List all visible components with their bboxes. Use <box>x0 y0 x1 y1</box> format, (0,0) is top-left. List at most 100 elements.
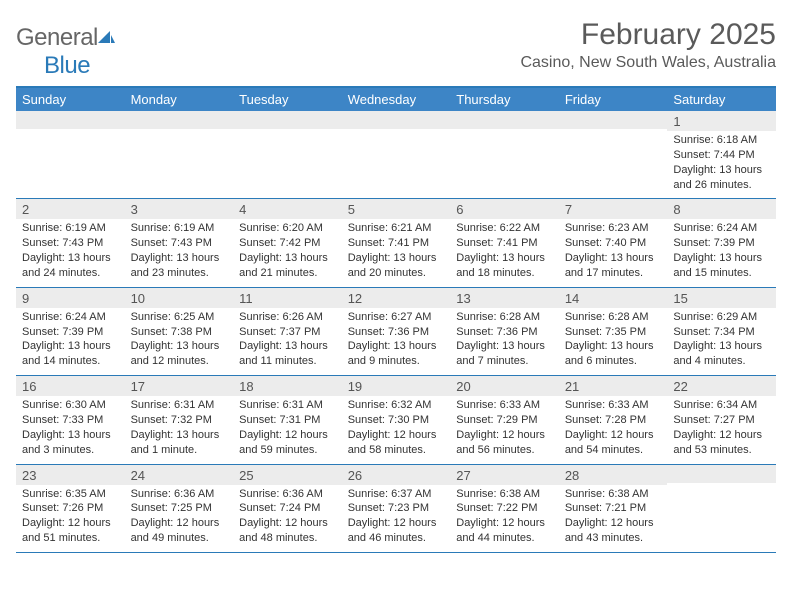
sunset-text: Sunset: 7:33 PM <box>22 413 119 428</box>
calendar-day-cell: 16Sunrise: 6:30 AMSunset: 7:33 PMDayligh… <box>16 376 125 464</box>
sunset-text: Sunset: 7:41 PM <box>348 236 445 251</box>
calendar-day-cell: 19Sunrise: 6:32 AMSunset: 7:30 PMDayligh… <box>342 376 451 464</box>
day-body: Sunrise: 6:27 AMSunset: 7:36 PMDaylight:… <box>342 308 451 375</box>
day-body: Sunrise: 6:29 AMSunset: 7:34 PMDaylight:… <box>667 308 776 375</box>
day-number <box>233 111 342 129</box>
location: Casino, New South Wales, Australia <box>520 54 776 72</box>
day-body <box>667 483 776 543</box>
sunset-text: Sunset: 7:26 PM <box>22 501 119 516</box>
calendar-day-cell: 28Sunrise: 6:38 AMSunset: 7:21 PMDayligh… <box>559 464 668 552</box>
calendar-week-row: 16Sunrise: 6:30 AMSunset: 7:33 PMDayligh… <box>16 376 776 464</box>
day-number: 3 <box>125 199 234 219</box>
day-body <box>559 129 668 189</box>
daylight-text: Daylight: 13 hours and 4 minutes. <box>673 339 770 369</box>
day-number: 26 <box>342 465 451 485</box>
day-number: 28 <box>559 465 668 485</box>
calendar-day-cell: 25Sunrise: 6:36 AMSunset: 7:24 PMDayligh… <box>233 464 342 552</box>
calendar-day-cell: 12Sunrise: 6:27 AMSunset: 7:36 PMDayligh… <box>342 287 451 375</box>
day-number <box>450 111 559 129</box>
day-body: Sunrise: 6:28 AMSunset: 7:35 PMDaylight:… <box>559 308 668 375</box>
logo: General Blue <box>16 24 116 80</box>
day-body: Sunrise: 6:26 AMSunset: 7:37 PMDaylight:… <box>233 308 342 375</box>
day-body: Sunrise: 6:30 AMSunset: 7:33 PMDaylight:… <box>16 396 125 463</box>
calendar-day-cell <box>16 111 125 199</box>
day-body: Sunrise: 6:21 AMSunset: 7:41 PMDaylight:… <box>342 219 451 286</box>
calendar-day-cell <box>342 111 451 199</box>
day-number: 18 <box>233 376 342 396</box>
day-number <box>342 111 451 129</box>
sunset-text: Sunset: 7:28 PM <box>565 413 662 428</box>
sunrise-text: Sunrise: 6:22 AM <box>456 221 553 236</box>
day-number: 23 <box>16 465 125 485</box>
day-number <box>559 111 668 129</box>
day-body: Sunrise: 6:36 AMSunset: 7:25 PMDaylight:… <box>125 485 234 552</box>
day-body: Sunrise: 6:37 AMSunset: 7:23 PMDaylight:… <box>342 485 451 552</box>
month-title: February 2025 <box>520 18 776 52</box>
daylight-text: Daylight: 13 hours and 11 minutes. <box>239 339 336 369</box>
calendar-day-cell: 27Sunrise: 6:38 AMSunset: 7:22 PMDayligh… <box>450 464 559 552</box>
weekday-header: Wednesday <box>342 88 451 111</box>
sunrise-text: Sunrise: 6:19 AM <box>131 221 228 236</box>
sunset-text: Sunset: 7:42 PM <box>239 236 336 251</box>
calendar-day-cell: 21Sunrise: 6:33 AMSunset: 7:28 PMDayligh… <box>559 376 668 464</box>
calendar-day-cell <box>667 464 776 552</box>
day-body <box>450 129 559 189</box>
daylight-text: Daylight: 13 hours and 9 minutes. <box>348 339 445 369</box>
day-body: Sunrise: 6:38 AMSunset: 7:21 PMDaylight:… <box>559 485 668 552</box>
calendar-day-cell: 22Sunrise: 6:34 AMSunset: 7:27 PMDayligh… <box>667 376 776 464</box>
weekday-header: Tuesday <box>233 88 342 111</box>
sunset-text: Sunset: 7:44 PM <box>673 148 770 163</box>
sunrise-text: Sunrise: 6:24 AM <box>673 221 770 236</box>
logo-blue: Blue <box>44 52 90 79</box>
calendar-day-cell: 9Sunrise: 6:24 AMSunset: 7:39 PMDaylight… <box>16 287 125 375</box>
day-body: Sunrise: 6:36 AMSunset: 7:24 PMDaylight:… <box>233 485 342 552</box>
calendar-day-cell: 3Sunrise: 6:19 AMSunset: 7:43 PMDaylight… <box>125 199 234 287</box>
sunrise-text: Sunrise: 6:27 AM <box>348 310 445 325</box>
calendar-week-row: 1Sunrise: 6:18 AMSunset: 7:44 PMDaylight… <box>16 111 776 199</box>
sunset-text: Sunset: 7:39 PM <box>673 236 770 251</box>
daylight-text: Daylight: 12 hours and 59 minutes. <box>239 428 336 458</box>
day-body: Sunrise: 6:24 AMSunset: 7:39 PMDaylight:… <box>667 219 776 286</box>
sunrise-text: Sunrise: 6:24 AM <box>22 310 119 325</box>
weekday-header: Thursday <box>450 88 559 111</box>
calendar-day-cell: 7Sunrise: 6:23 AMSunset: 7:40 PMDaylight… <box>559 199 668 287</box>
sunset-text: Sunset: 7:37 PM <box>239 325 336 340</box>
header: General Blue February 2025 Casino, New S… <box>16 18 776 80</box>
daylight-text: Daylight: 13 hours and 26 minutes. <box>673 163 770 193</box>
day-number: 8 <box>667 199 776 219</box>
daylight-text: Daylight: 12 hours and 43 minutes. <box>565 516 662 546</box>
day-body: Sunrise: 6:23 AMSunset: 7:40 PMDaylight:… <box>559 219 668 286</box>
sunrise-text: Sunrise: 6:38 AM <box>565 487 662 502</box>
daylight-text: Daylight: 12 hours and 44 minutes. <box>456 516 553 546</box>
sunset-text: Sunset: 7:43 PM <box>22 236 119 251</box>
sunrise-text: Sunrise: 6:21 AM <box>348 221 445 236</box>
day-number: 25 <box>233 465 342 485</box>
calendar-day-cell: 18Sunrise: 6:31 AMSunset: 7:31 PMDayligh… <box>233 376 342 464</box>
sunset-text: Sunset: 7:23 PM <box>348 501 445 516</box>
sunset-text: Sunset: 7:39 PM <box>22 325 119 340</box>
logo-general: General <box>16 24 98 51</box>
daylight-text: Daylight: 12 hours and 48 minutes. <box>239 516 336 546</box>
day-body: Sunrise: 6:28 AMSunset: 7:36 PMDaylight:… <box>450 308 559 375</box>
day-body: Sunrise: 6:18 AMSunset: 7:44 PMDaylight:… <box>667 131 776 198</box>
sunset-text: Sunset: 7:40 PM <box>565 236 662 251</box>
calendar-day-cell: 5Sunrise: 6:21 AMSunset: 7:41 PMDaylight… <box>342 199 451 287</box>
sunset-text: Sunset: 7:24 PM <box>239 501 336 516</box>
weekday-header: Monday <box>125 88 234 111</box>
calendar-day-cell: 2Sunrise: 6:19 AMSunset: 7:43 PMDaylight… <box>16 199 125 287</box>
day-body: Sunrise: 6:24 AMSunset: 7:39 PMDaylight:… <box>16 308 125 375</box>
calendar-day-cell: 4Sunrise: 6:20 AMSunset: 7:42 PMDaylight… <box>233 199 342 287</box>
sunrise-text: Sunrise: 6:33 AM <box>456 398 553 413</box>
sunset-text: Sunset: 7:30 PM <box>348 413 445 428</box>
sunset-text: Sunset: 7:25 PM <box>131 501 228 516</box>
day-number: 12 <box>342 288 451 308</box>
daylight-text: Daylight: 13 hours and 17 minutes. <box>565 251 662 281</box>
sunrise-text: Sunrise: 6:36 AM <box>239 487 336 502</box>
daylight-text: Daylight: 12 hours and 54 minutes. <box>565 428 662 458</box>
sunrise-text: Sunrise: 6:23 AM <box>565 221 662 236</box>
day-number: 22 <box>667 376 776 396</box>
calendar-day-cell <box>559 111 668 199</box>
sunrise-text: Sunrise: 6:29 AM <box>673 310 770 325</box>
daylight-text: Daylight: 13 hours and 1 minute. <box>131 428 228 458</box>
calendar-table: Sunday Monday Tuesday Wednesday Thursday… <box>16 88 776 553</box>
